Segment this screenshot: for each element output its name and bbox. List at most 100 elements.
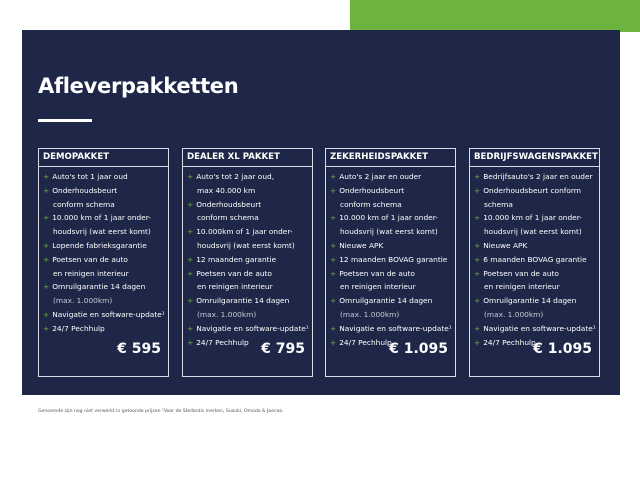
feature-line: + Omruilgarantie 14 dagen xyxy=(474,296,576,305)
feature-text: 10.000 km of 1 jaar onder- xyxy=(52,213,151,223)
feature-line: +24/7 Pechhulp xyxy=(474,338,536,347)
bullet: + xyxy=(330,268,337,278)
feature-line: +24/7 Pechhulp xyxy=(330,338,392,347)
feature-text: Poetsen van de auto xyxy=(196,268,272,278)
bullet: + xyxy=(330,213,337,223)
feature-text: Onderhoudsbeurt conform xyxy=(483,185,581,195)
bullet: + xyxy=(43,213,50,223)
feature-line: + Auto's tot 1 jaar oud xyxy=(43,172,128,181)
bullet: + xyxy=(474,323,481,333)
title-underline xyxy=(38,119,92,122)
bullet: + xyxy=(187,337,194,347)
bullet: + xyxy=(43,254,50,264)
price: € 595 xyxy=(117,341,161,357)
feature-line: + Nieuwe APK xyxy=(474,241,527,250)
price: € 795 xyxy=(261,341,305,357)
divider xyxy=(470,166,599,167)
feature-line: + Omruilgarantie 14 dagen xyxy=(330,296,432,305)
bullet: + xyxy=(43,241,50,250)
feature-line: + Onderhoudsbeurt xyxy=(43,186,117,195)
feature-line: houdsvrij (wat eerst komt) xyxy=(53,227,151,236)
feature-text: 6 maanden BOVAG garantie xyxy=(483,254,587,264)
bullet: + xyxy=(43,282,50,292)
feature-line: + Lopende fabrieksgarantie xyxy=(43,241,147,250)
feature-line: + Onderhoudsbeurt xyxy=(187,200,261,209)
bullet: + xyxy=(330,241,337,250)
feature-text: Onderhoudsbeurt xyxy=(52,185,118,195)
feature-text: Onderhoudsbeurt xyxy=(339,185,405,195)
feature-text: Omruilgarantie 14 dagen xyxy=(196,296,290,306)
feature-line: + Poetsen van de auto xyxy=(187,269,272,278)
package-card: DEMOPAKKET + Auto's tot 1 jaar oud + Onderho… xyxy=(38,148,169,377)
feature-text: en reinigen interieur xyxy=(197,282,273,292)
feature-line: conform schema xyxy=(197,213,259,222)
package-card: ZEKERHEIDSPAKKET + Auto's 2 jaar en ouder +… xyxy=(325,148,456,377)
feature-line: houdsvrij (wat eerst komt) xyxy=(484,227,582,236)
feature-text: Navigatie en software-update¹ xyxy=(339,323,452,333)
feature-text: 10.000 km of 1 jaar onder- xyxy=(339,213,438,223)
footnote: Genoemde zijn nog niet verwerkt in getoo… xyxy=(38,409,284,414)
feature-text: Nieuwe APK xyxy=(339,241,384,250)
feature-line: en reinigen interieur xyxy=(197,282,273,291)
feature-line: conform schema xyxy=(340,200,402,209)
feature-line: +24/7 Pechhulp xyxy=(43,324,105,333)
package-name: BEDRIJFSWAGENSPAKKET xyxy=(474,152,598,162)
bullet: + xyxy=(187,254,194,264)
bullet: + xyxy=(187,323,194,333)
price: € 1.095 xyxy=(533,341,592,357)
feature-text: Poetsen van de auto xyxy=(52,254,128,264)
bullet: + xyxy=(187,199,194,209)
feature-line: +24/7 Pechhulp xyxy=(187,338,249,347)
bullet: + xyxy=(330,185,337,195)
feature-text: houdsvrij (wat eerst komt) xyxy=(53,227,151,237)
feature-text: conform schema xyxy=(197,213,259,223)
feature-line: max 40.000 km xyxy=(197,186,255,195)
feature-text: max 40.000 km xyxy=(197,185,256,195)
panel: Afleverpakketten DEMOPAKKET + Auto's tot 1… xyxy=(22,30,620,395)
feature-text: conform schema xyxy=(340,199,402,209)
feature-line: + Omruilgarantie 14 dagen xyxy=(187,296,289,305)
feature-line: +10.000 km of 1 jaar onder- xyxy=(330,213,438,222)
bullet: + xyxy=(43,172,50,181)
feature-text: (max. 1.000km) xyxy=(484,310,544,319)
feature-text: Poetsen van de auto xyxy=(483,268,559,278)
feature-line: + Poetsen van de auto xyxy=(474,269,559,278)
package-name: DEALER XL PAKKET xyxy=(187,152,280,162)
bullet: + xyxy=(330,172,337,181)
feature-text: Auto's tot 2 jaar oud, xyxy=(196,172,275,181)
feature-line: houdsvrij (wat eerst komt) xyxy=(197,241,295,250)
feature-text: Lopende fabrieksgarantie xyxy=(52,241,147,250)
accent-block xyxy=(350,0,640,32)
feature-line: (max. 1.000km) xyxy=(53,296,112,305)
feature-line: en reinigen interieur xyxy=(484,282,560,291)
divider xyxy=(326,166,455,167)
bullet: + xyxy=(43,310,50,319)
bullet: + xyxy=(474,268,481,278)
feature-text: Omruilgarantie 14 dagen xyxy=(483,296,577,306)
bullet: + xyxy=(474,296,481,306)
feature-text: houdsvrij (wat eerst komt) xyxy=(484,227,582,237)
bullet: + xyxy=(330,296,337,306)
bullet: + xyxy=(474,185,481,195)
feature-text: Navigatie en software-update¹ xyxy=(196,323,309,333)
feature-line: (max. 1.000km) xyxy=(484,310,543,319)
feature-text: Onderhoudsbeurt xyxy=(196,199,262,209)
feature-line: en reinigen interieur xyxy=(53,269,129,278)
divider xyxy=(183,166,312,167)
feature-line: (max. 1.000km) xyxy=(340,310,399,319)
feature-line: +10.000 km of 1 jaar onder- xyxy=(474,213,582,222)
feature-line: en reinigen interieur xyxy=(340,282,416,291)
feature-line: + Auto's 2 jaar en ouder xyxy=(330,172,421,181)
feature-text: en reinigen interieur xyxy=(53,268,129,278)
price: € 1.095 xyxy=(389,341,448,357)
bullet: + xyxy=(330,323,337,333)
bullet: + xyxy=(474,337,481,347)
feature-line: +6 maanden BOVAG garantie xyxy=(474,255,587,264)
feature-text: en reinigen interieur xyxy=(484,282,560,292)
feature-text: 24/7 Pechhulp xyxy=(52,323,105,333)
feature-line: + Poetsen van de auto xyxy=(330,269,415,278)
feature-text: houdsvrij (wat eerst komt) xyxy=(197,241,295,250)
feature-line: +12 maanden BOVAG garantie xyxy=(330,255,447,264)
feature-text: Poetsen van de auto xyxy=(339,268,415,278)
